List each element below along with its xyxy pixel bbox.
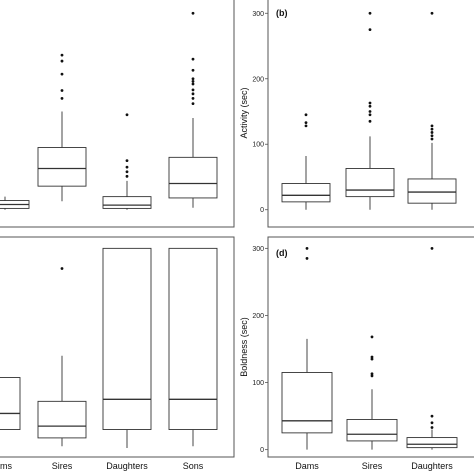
panel-a-daughters-outlier-3: [125, 159, 129, 163]
panel-d-daughters-outlier-3: [430, 246, 434, 250]
panel-d-dams-outlier-0: [305, 257, 309, 260]
panel-a-frame: [0, 0, 235, 228]
panel-a-sons-outlier-9: [191, 11, 195, 15]
panel-c-frame: [0, 236, 235, 458]
panel-a-sons-outlier-3: [191, 88, 195, 92]
panel-c-category-label-dams: Dams: [0, 461, 12, 471]
panel-c-marks: Dams Sires Daughters Sons: [0, 247, 218, 471]
panel-a-sons-outlier-8: [191, 57, 195, 61]
panel-d-sires-box: [346, 419, 398, 442]
panel-d-sires-outlier-2: [370, 357, 374, 361]
panel-d-ytick-label-100: 100: [252, 380, 264, 387]
panel-b-daughters-outlier-3: [430, 127, 434, 131]
panel-b-ylabel: Activity (sec): [239, 87, 249, 138]
panel-d-category-label-daughters: Daughters: [411, 461, 453, 471]
panel-a-sires-outlier-0: [60, 97, 64, 100]
panel-b-daughters-outlier-0: [430, 137, 434, 141]
panel-d-ylabel: Boldness (sec): [239, 317, 249, 377]
panel-b-sires-outlier-6: [368, 11, 372, 15]
panel-d-ytick-label-0: 0: [260, 447, 264, 454]
panel-d-sires-outlier-4: [370, 335, 374, 339]
panel-a-daughters-outlier-0: [125, 174, 129, 178]
panel-b-marks: 0 100 200 300: [252, 11, 457, 214]
panel-b-daughters-box: [407, 178, 457, 204]
panel-b-daughters-outlier-4: [430, 124, 434, 128]
panel-a-marks: [0, 11, 218, 210]
panel-a-sons-outlier-5: [191, 79, 195, 83]
panel-tag-d: (d): [276, 248, 288, 258]
panel-a-sons-outlier-2: [191, 92, 195, 96]
panel-d-ytick-label-300: 300: [252, 246, 264, 253]
panel-b-ytick-label-0: 0: [260, 207, 264, 214]
panel-a-sons-box: [168, 156, 218, 199]
panel-b-sires-outlier-4: [368, 101, 372, 105]
panel-d-marks: 0 100 200 300 Dams Sires Daughters: [252, 246, 458, 471]
panel-b-ytick-label-300: 300: [252, 11, 264, 18]
panel-tag-b: (b): [276, 8, 288, 18]
panel-b-dams-outlier-1: [304, 121, 308, 125]
panel-d-category-label-sires: Sires: [362, 461, 383, 471]
panel-c-dams-box: [0, 377, 21, 430]
panel-a-daughters-box: [102, 196, 152, 209]
panel-d-daughters-box: [406, 437, 458, 449]
panel-d-sires-outlier-3: [370, 355, 374, 359]
panel-c-category-label-sires: Sires: [52, 461, 73, 471]
panel-d-daughters-outlier-1: [430, 421, 434, 425]
panel-d-daughters-outlier-2: [430, 414, 434, 418]
panel-b-daughters-outlier-2: [430, 131, 434, 134]
panel-a-sons-outlier-4: [191, 82, 195, 86]
panel-b-sires-outlier-0: [368, 119, 372, 123]
panel-b-sires-outlier-1: [368, 113, 372, 117]
panel-b-dams-box: [281, 183, 331, 203]
panel-d-frame: [267, 236, 474, 458]
panel-a-sons-outlier-0: [191, 102, 195, 106]
panel-d-daughters-outlier-0: [430, 426, 434, 429]
panel-c-daughters-box: [102, 247, 152, 430]
panel-a-sires-outlier-2: [60, 72, 64, 76]
panel-b-sires-outlier-3: [368, 104, 372, 108]
panel-c-category-label-sons: Sons: [183, 461, 204, 471]
panel-d-sires-outlier-0: [370, 374, 374, 378]
panel-d-sires-outlier-1: [370, 372, 374, 376]
panel-c-sires-box: [37, 400, 87, 439]
panel-d-category-label-dams: Dams: [295, 461, 319, 471]
panel-b-frame: [267, 0, 474, 228]
panel-c-sires-outlier-0: [60, 267, 64, 270]
panel-a-sons-outlier-1: [191, 97, 195, 100]
panel-a-sons-outlier-7: [191, 68, 195, 72]
panel-a-daughters-outlier-2: [125, 165, 129, 169]
panel-b-daughters-outlier-1: [430, 134, 434, 138]
panel-a-sires-outlier-4: [60, 53, 64, 57]
panel-c-sons-box: [168, 247, 218, 430]
panel-b-daughters-outlier-5: [430, 11, 434, 15]
panel-c-category-label-daughters: Daughters: [106, 461, 148, 471]
panel-b-dams-outlier-0: [304, 124, 308, 128]
panel-d-ytick-label-200: 200: [252, 313, 264, 320]
panel-b-sires-outlier-2: [368, 110, 372, 113]
panel-a-sires-outlier-1: [60, 89, 64, 92]
panel-a-sires-outlier-3: [60, 59, 64, 63]
panel-d-dams-box: [281, 372, 333, 434]
panel-a-sires-box: [37, 147, 87, 187]
panel-b-sires-outlier-5: [368, 28, 372, 32]
panel-b-ytick-label-200: 200: [252, 76, 264, 83]
panel-b-ytick-label-100: 100: [252, 142, 264, 149]
panel-d-dams-outlier-1: [305, 246, 309, 250]
panel-b-sires-box: [345, 168, 395, 198]
panel-a-daughters-outlier-4: [125, 113, 129, 117]
panel-a-daughters-outlier-1: [125, 170, 129, 174]
panel-b-dams-outlier-2: [304, 113, 308, 117]
panel-a-sons-outlier-6: [191, 77, 195, 81]
